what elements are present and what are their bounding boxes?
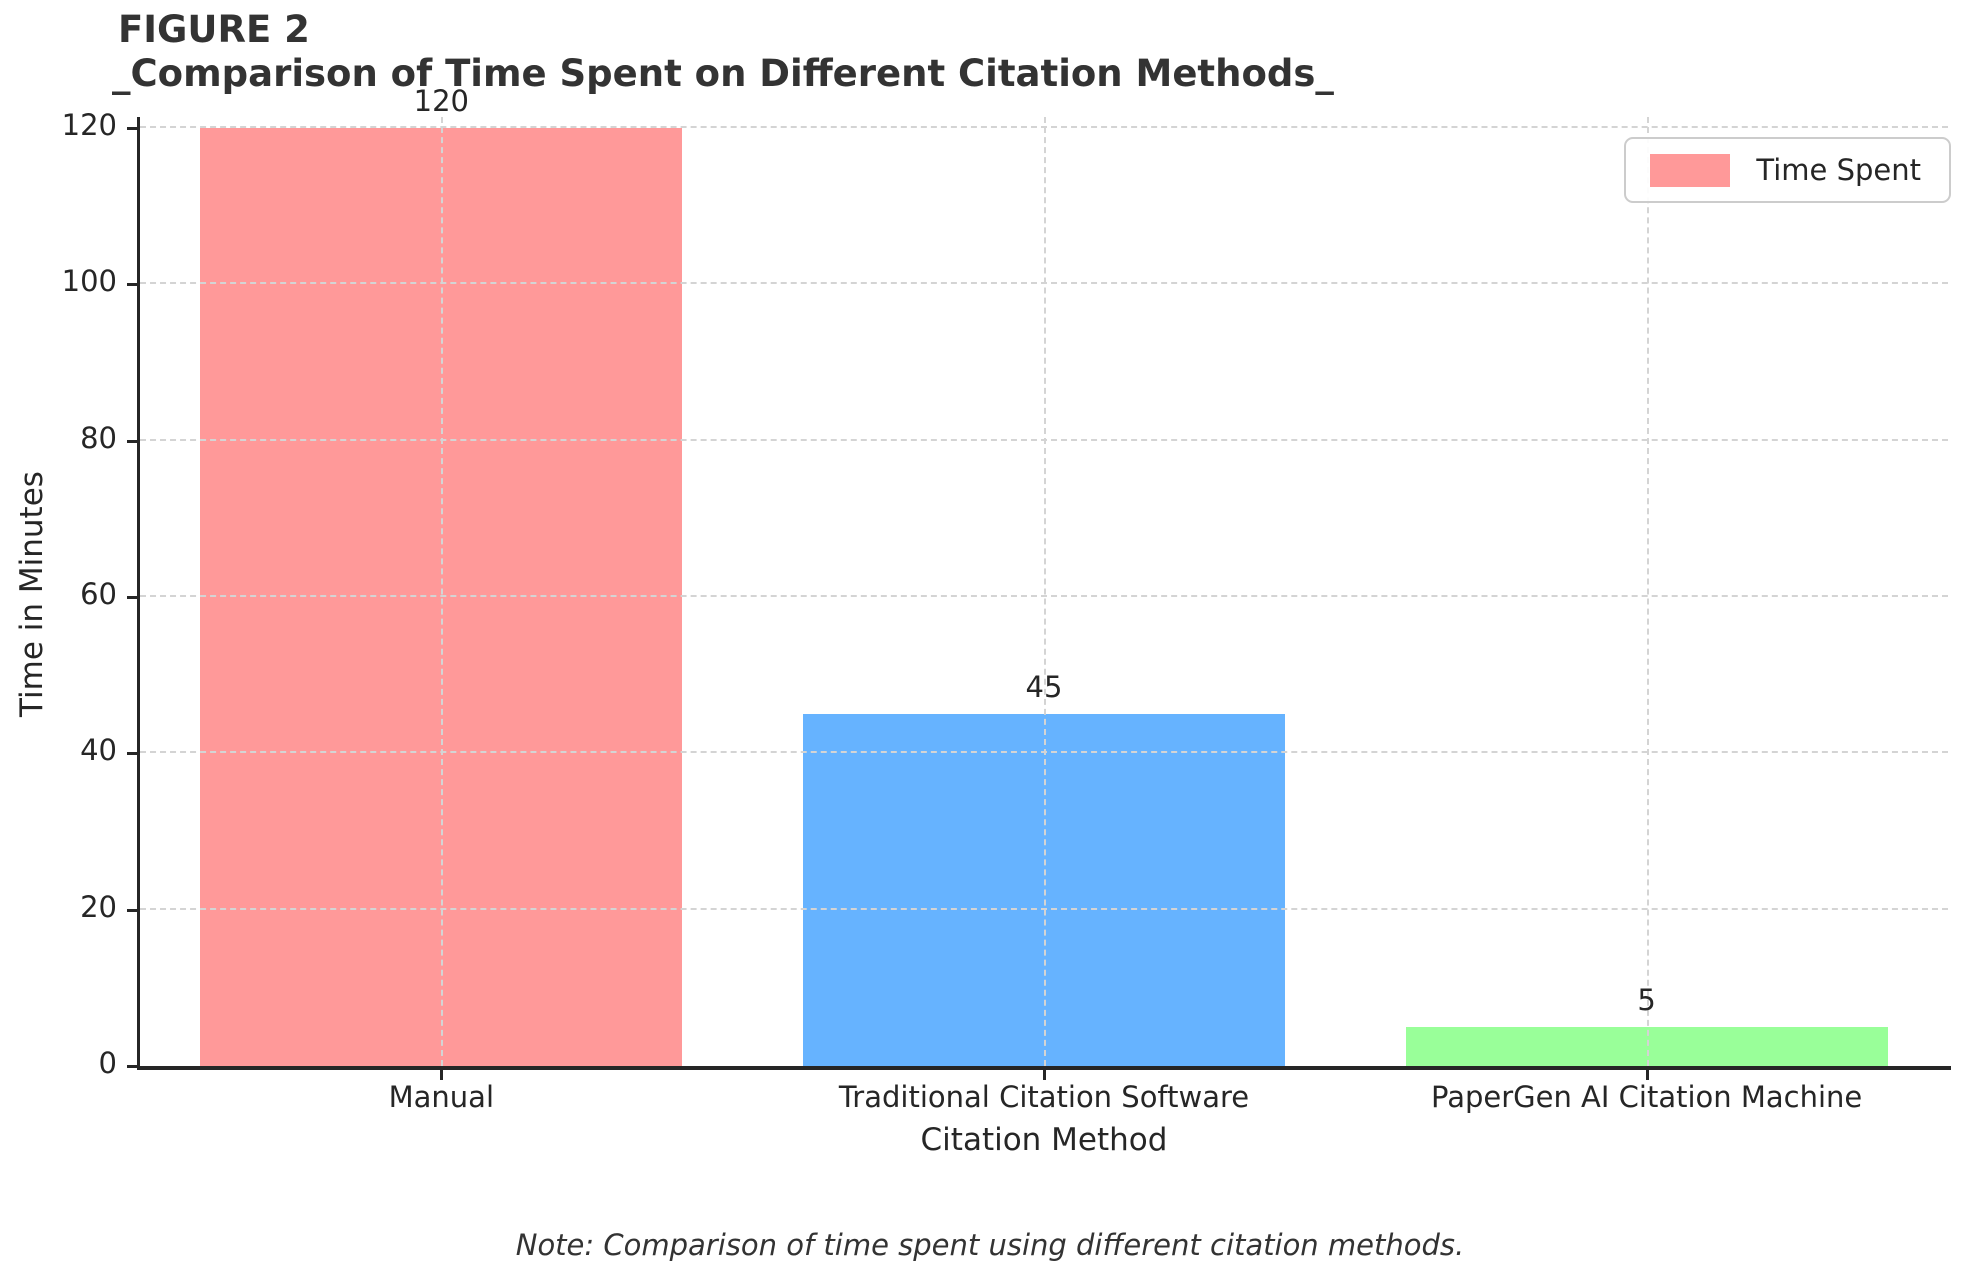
gridline-x-3 — [1646, 117, 1649, 1066]
bar-value-5: 5 — [1637, 982, 1656, 1017]
x-axis-line — [137, 1066, 1951, 1070]
y-tick-mark-80 — [127, 439, 137, 443]
y-tick-mark-40 — [127, 752, 137, 756]
y-tick-mark-20 — [127, 908, 137, 912]
bar-value-120: 120 — [413, 84, 469, 118]
chart-title: _Comparison of Time Spent on Different C… — [112, 52, 1334, 95]
x-axis-title: Citation Method — [920, 1122, 1168, 1158]
y-tick-label-60: 60 — [80, 577, 117, 611]
y-tick-label-40: 40 — [80, 733, 117, 768]
y-tick-label-100: 100 — [61, 264, 117, 299]
legend: Time Spent — [1624, 137, 1951, 203]
x-tick-mark-1 — [440, 1070, 444, 1080]
legend-swatch-time-spent — [1650, 153, 1731, 187]
plot-area — [140, 117, 1948, 1066]
x-tick-mark-2 — [1043, 1070, 1046, 1080]
y-tick-mark-120 — [127, 127, 137, 130]
y-axis-line — [137, 117, 140, 1070]
y-tick-mark-60 — [127, 596, 137, 599]
gridline-x-2 — [1044, 117, 1046, 1066]
x-tick-label-1: Manual — [388, 1080, 495, 1114]
y-tick-label-0: 0 — [98, 1046, 117, 1080]
x-tick-label-2: Traditional Citation Software — [838, 1080, 1250, 1114]
y-tick-label-120: 120 — [61, 108, 117, 142]
y-tick-mark-0 — [127, 1065, 137, 1068]
x-tick-mark-3 — [1645, 1070, 1649, 1080]
figure-label: FIGURE 2 — [118, 8, 310, 51]
bar-value-45: 45 — [1025, 670, 1063, 705]
chart-note: Note: Comparison of time spent using dif… — [515, 1228, 1465, 1262]
x-tick-label-3: PaperGen AI Citation Machine — [1431, 1080, 1863, 1114]
y-tick-label-20: 20 — [80, 889, 117, 924]
gridline-x-1 — [441, 117, 444, 1066]
legend-label: Time Spent — [1756, 153, 1921, 187]
y-tick-label-80: 80 — [80, 420, 117, 455]
y-tick-mark-100 — [127, 283, 137, 287]
